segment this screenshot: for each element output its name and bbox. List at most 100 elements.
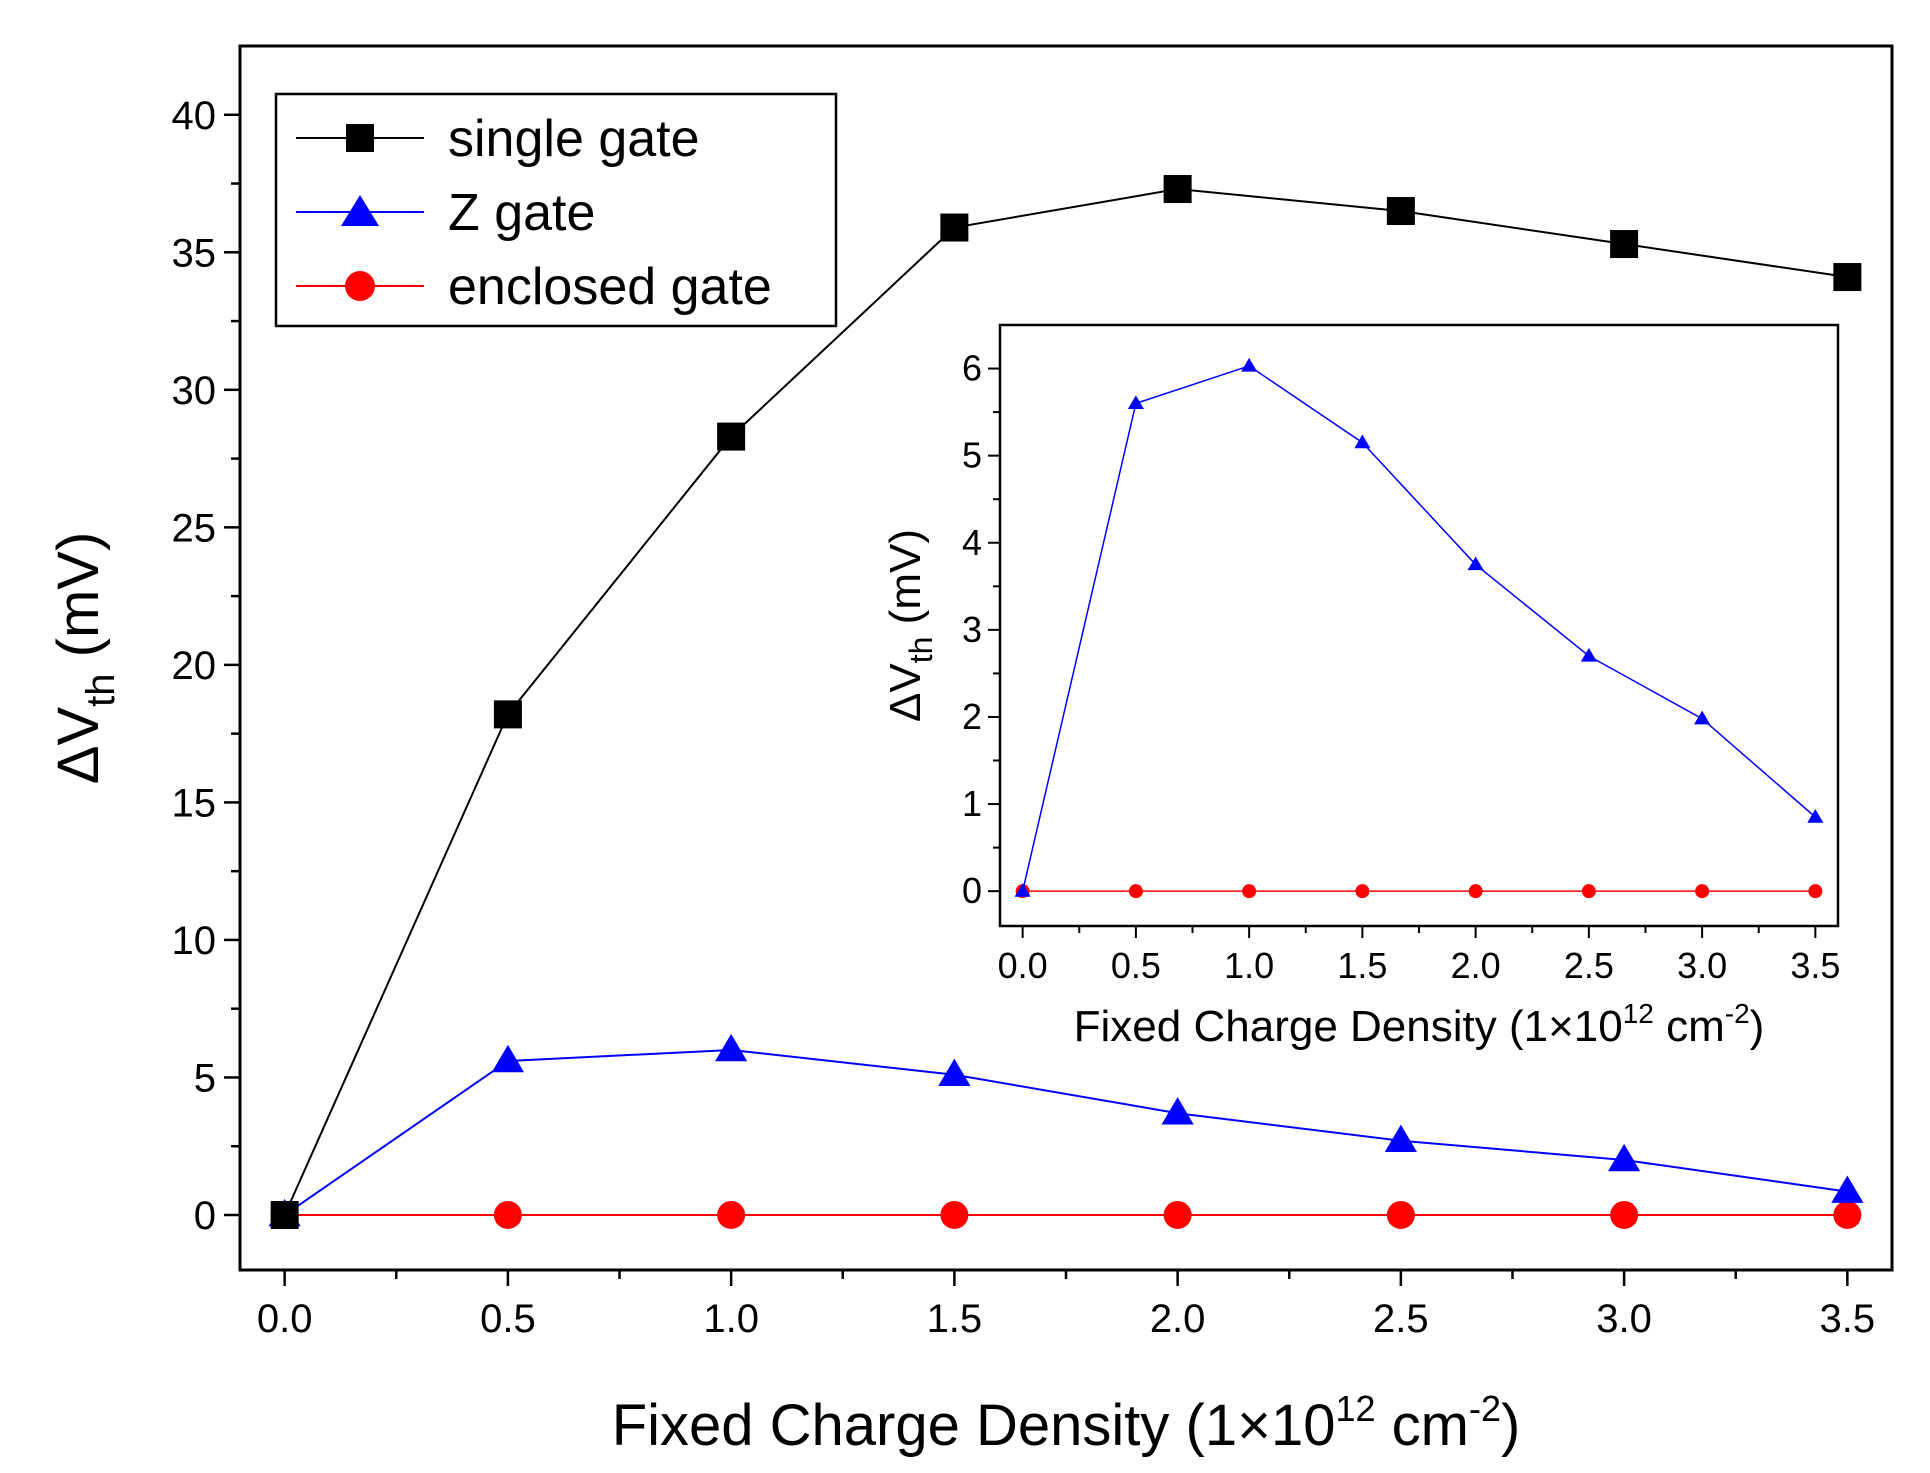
main-point-z-gate xyxy=(1608,1143,1641,1172)
main-point-enclosed-gate xyxy=(1163,1200,1192,1229)
main-point-enclosed-gate xyxy=(1610,1200,1639,1229)
legend-entry-single-gate: single gate xyxy=(296,110,700,168)
inset-series-z-gate xyxy=(1014,357,1824,897)
inset-x-tick-label: 1.5 xyxy=(1337,945,1387,986)
main-x-tick-label: 2.0 xyxy=(1150,1297,1206,1341)
inset-point-z-gate xyxy=(1014,883,1031,897)
main-point-z-gate xyxy=(491,1044,524,1073)
inset-point-z-gate xyxy=(1807,809,1824,823)
inset-x-tick-label: 1.0 xyxy=(1224,945,1274,986)
main-x-tick-labels: 0.0 0.5 1.0 1.5 2.0 2.5 3.0 3.5 xyxy=(257,1297,1875,1341)
inset-y-tick-label: 3 xyxy=(962,609,982,650)
main-y-tick-label: 5 xyxy=(194,1056,216,1100)
inset-ticks xyxy=(988,367,1817,938)
main-line-single-gate xyxy=(283,188,1848,1216)
inset-point-enclosed-gate xyxy=(1355,884,1370,899)
main-y-tick-label: 35 xyxy=(172,231,217,275)
inset-point-enclosed-gate xyxy=(1581,884,1596,899)
main-y-axis-label-subscript: th xyxy=(79,673,123,706)
main-x-axis-label-text: Fixed Charge Density (1×10 xyxy=(612,1393,1336,1458)
inset-x-tick-labels: 0.0 0.5 1.0 1.5 2.0 2.5 3.0 3.5 xyxy=(998,945,1841,986)
main-y-tick-label: 15 xyxy=(172,781,217,825)
inset-y-tick-label: 5 xyxy=(962,435,982,476)
main-series xyxy=(268,175,1864,1229)
main-x-axis-label-unit-exponent: -2 xyxy=(1469,1388,1501,1429)
inset-point-z-gate xyxy=(1354,434,1371,449)
legend: single gate Z gate enclosed gate xyxy=(274,92,838,328)
inset-x-axis-label-unit: cm xyxy=(1654,1002,1725,1051)
inset-point-enclosed-gate xyxy=(1695,884,1710,899)
main-point-single-gate xyxy=(1610,230,1639,259)
legend-entry-z-gate: Z gate xyxy=(296,184,595,242)
inset-y-tick-label: 2 xyxy=(962,696,982,737)
inset-y-tick-label: 6 xyxy=(962,348,982,389)
main-y-axis-label: ΔVth (mV) xyxy=(46,532,123,785)
inset-point-z-gate xyxy=(1580,647,1597,662)
inset-point-enclosed-gate xyxy=(1468,884,1483,899)
inset-x-axis-label: Fixed Charge Density (1×1012 cm-2) xyxy=(1074,998,1765,1051)
legend-marker-z-gate xyxy=(341,195,379,226)
inset-x-tick-label: 2.0 xyxy=(1451,945,1501,986)
inset-point-z-gate xyxy=(1241,357,1258,372)
main-point-enclosed-gate xyxy=(1833,1200,1862,1229)
inset-x-tick-label: 2.5 xyxy=(1564,945,1614,986)
inset-y-tick-labels: 0 1 2 3 4 5 6 xyxy=(962,348,982,912)
legend-marker-single-gate xyxy=(346,124,374,152)
main-x-tick-label: 2.5 xyxy=(1373,1297,1429,1341)
inset-x-tick-label: 3.5 xyxy=(1790,945,1840,986)
main-point-enclosed-gate xyxy=(1386,1200,1415,1229)
inset-point-enclosed-gate xyxy=(1242,884,1257,899)
main-x-axis-label-unit: cm xyxy=(1376,1393,1469,1458)
inset-y-axis-label-text: ΔV xyxy=(881,663,930,722)
inset-x-axis-label-text: Fixed Charge Density (1×10 xyxy=(1074,1002,1623,1051)
main-series-single-gate xyxy=(270,175,1862,1229)
inset-point-enclosed-gate xyxy=(1808,884,1823,899)
main-x-tick-label: 3.0 xyxy=(1596,1297,1652,1341)
main-x-tick-label: 1.0 xyxy=(703,1297,759,1341)
inset-plot-frame xyxy=(998,323,1840,928)
legend-label-single-gate: single gate xyxy=(448,110,700,168)
main-point-enclosed-gate xyxy=(493,1200,522,1229)
main-y-tick-label: 20 xyxy=(172,644,217,688)
legend-marker-enclosed-gate xyxy=(345,271,375,301)
main-y-tick-label: 40 xyxy=(172,94,217,138)
inset-series xyxy=(1014,357,1824,899)
main-point-z-gate xyxy=(715,1033,748,1062)
main-chart: 0.0 0.5 1.0 1.5 2.0 2.5 3.0 3.5 051015202530354… xyxy=(46,44,1894,1458)
inset-x-axis-label-close: ) xyxy=(1750,1002,1765,1051)
legend-label-z-gate: Z gate xyxy=(448,184,595,242)
inset-y-axis-label-subscript: th xyxy=(903,637,939,664)
main-point-single-gate xyxy=(493,700,522,729)
main-line-z-gate xyxy=(284,1048,1848,1216)
inset-y-axis-label-unit: (mV) xyxy=(881,529,930,637)
main-y-tick-label: 25 xyxy=(172,506,217,550)
inset-y-axis-label: ΔVth (mV) xyxy=(881,529,939,722)
main-y-tick-label: 10 xyxy=(172,919,217,963)
main-x-tick-label: 1.5 xyxy=(927,1297,983,1341)
main-x-axis-label-close: ) xyxy=(1501,1393,1520,1458)
main-point-single-gate xyxy=(1833,263,1862,292)
main-point-single-gate xyxy=(1163,175,1192,204)
main-point-enclosed-gate xyxy=(940,1200,969,1229)
inset-series-enclosed-gate xyxy=(1015,884,1823,899)
legend-label-enclosed-gate: enclosed gate xyxy=(448,258,772,316)
main-point-z-gate xyxy=(1831,1175,1864,1203)
inset-x-axis-label-unit-exponent: -2 xyxy=(1725,998,1750,1029)
main-point-single-gate xyxy=(1386,197,1415,226)
main-point-single-gate xyxy=(270,1200,299,1229)
main-x-axis-label: Fixed Charge Density (1×1012 cm-2) xyxy=(612,1388,1521,1458)
inset-x-tick-label: 3.0 xyxy=(1677,945,1727,986)
main-x-tick-label: 0.5 xyxy=(480,1297,536,1341)
main-x-axis-label-exponent: 12 xyxy=(1335,1388,1375,1429)
inset-point-z-gate xyxy=(1467,556,1484,571)
main-y-axis-label-text: ΔV xyxy=(46,707,111,785)
main-point-z-gate xyxy=(1384,1124,1417,1152)
main-y-tick-label: 0 xyxy=(194,1194,216,1238)
inset-y-tick-label: 1 xyxy=(962,783,982,824)
inset-point-z-gate xyxy=(1127,395,1144,410)
inset-x-axis-label-exponent: 12 xyxy=(1623,998,1654,1029)
main-point-enclosed-gate xyxy=(717,1200,746,1229)
main-x-tick-label: 3.5 xyxy=(1820,1297,1876,1341)
